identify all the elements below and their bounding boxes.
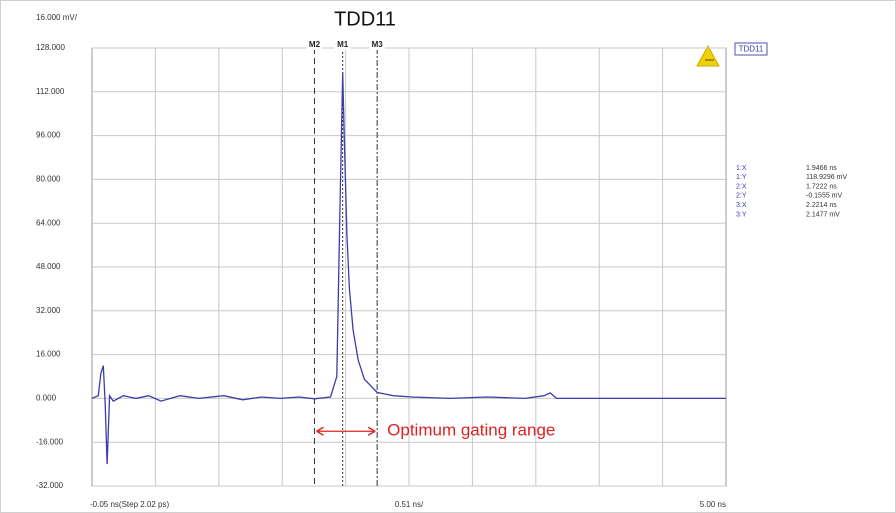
readout-name: 3:X <box>736 202 747 209</box>
y-tick-label: 128.000 <box>36 43 65 52</box>
legend-box <box>734 42 768 56</box>
marker-tag-bg <box>306 41 323 50</box>
arrow-head-right <box>367 426 376 436</box>
y-tick-label: 32.000 <box>36 306 61 315</box>
marker-label: M3 <box>372 40 384 49</box>
readout-name: 1:Y <box>736 174 747 181</box>
readout-value: 2.1477 mV <box>806 211 840 218</box>
readout-value: 1.9466 ns <box>806 165 837 172</box>
marker-tag-bg <box>369 41 386 50</box>
readout-value: 118.9296 mV <box>806 174 847 181</box>
readout-name: 1:X <box>736 165 747 172</box>
x-end-label: 5.00 ns <box>700 500 726 509</box>
y-tick-label: 80.000 <box>36 175 61 184</box>
readout-name: 2:X <box>736 183 747 190</box>
readout-value: -0.1555 mV <box>806 193 843 200</box>
warning-icon <box>696 44 720 67</box>
y-tick-label: 0.000 <box>36 394 57 403</box>
readout-value: 2.2214 ns <box>806 202 837 209</box>
x-start-label: -0.05 ns(Step 2.02 ps) <box>90 500 169 509</box>
y-tick-label: 112.000 <box>36 87 65 96</box>
readout-name: 3:Y <box>736 211 747 218</box>
readout-value: 1.7222 ns <box>806 183 837 190</box>
x-scale-label: 0.51 ns/ <box>395 500 424 509</box>
y-tick-label: 16.000 <box>36 350 61 359</box>
chart-title: TDD11 <box>334 8 396 30</box>
y-tick-label: -32.000 <box>36 481 64 490</box>
marker-tag-bg <box>334 41 351 50</box>
marker-label: M1 <box>337 40 349 49</box>
y-tick-label: -16.000 <box>36 437 64 446</box>
y-scale-label: 16.000 mV/ <box>36 13 78 22</box>
legend-label: TDD11 <box>739 45 764 54</box>
y-tick-label: 48.000 <box>36 262 61 271</box>
marker-label: M2 <box>309 40 321 49</box>
arrow-head-left <box>316 426 324 436</box>
y-tick-label: 96.000 <box>36 131 61 140</box>
gating-annotation: Optimum gating range <box>387 421 555 440</box>
readout-name: 2:Y <box>736 193 747 200</box>
series-line <box>91 72 726 465</box>
y-tick-label: 64.000 <box>36 218 61 227</box>
